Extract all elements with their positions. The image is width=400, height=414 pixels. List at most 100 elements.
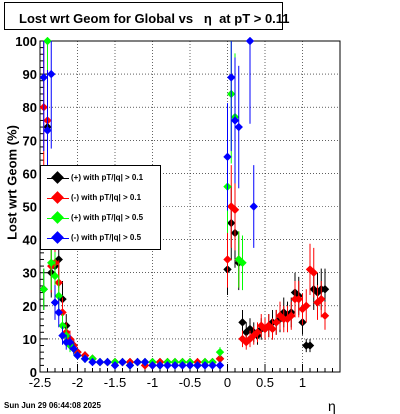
data-point [268,324,277,334]
data-point [125,361,135,370]
data-point [163,361,172,370]
data-point [148,361,157,370]
x-tick-label: 0.5 [256,375,274,390]
data-point [234,122,243,132]
data-point [208,361,217,370]
data-point [309,268,318,277]
data-point [58,331,67,340]
x-tick-label: -2 [72,375,84,390]
data-point [287,311,296,320]
y-tick-label: 20 [23,299,37,314]
data-point [234,255,243,264]
data-point [73,351,82,360]
data-point [47,258,56,267]
x-tick-label: -1 [147,375,159,390]
data-point [118,357,127,367]
data-point [215,347,225,357]
data-point [50,271,60,281]
legend-marker [51,191,64,204]
data-point [317,294,326,304]
data-point [58,321,67,330]
data-point [272,318,281,327]
data-point [43,126,52,135]
data-point [43,37,52,46]
data-point [170,361,180,370]
x-tick-label: 1 [299,375,306,390]
data-point [320,311,330,320]
legend-marker [51,211,64,224]
data-point [54,308,63,317]
legend-label: (+) with pT/|q| > 0.1 [71,173,144,182]
data-point [185,361,195,370]
y-tick-label: 50 [23,200,37,215]
data-point [215,361,225,370]
chart-title-box: Lost wrt Geom for Global vs η at pT > 0.… [4,2,290,30]
y-tick-label: 90 [23,67,37,82]
data-point [253,328,262,337]
x-axis-label: η [328,398,336,414]
data-point [249,202,258,211]
legend-label: (+) with pT/|q| > 0.5 [71,213,144,222]
data-point [133,357,142,367]
data-point [40,285,48,294]
data-point [200,361,210,370]
x-tick-label: -1.5 [104,375,126,390]
data-point [215,354,225,363]
data-point [238,318,247,327]
x-tick-label: 0 [224,375,231,390]
data-point [54,291,63,301]
data-point [227,73,236,82]
data-point [80,354,90,363]
y-tick-label: 100 [15,34,37,49]
data-point [294,294,303,304]
data-point [223,255,232,264]
data-point [69,344,78,354]
data-point [230,205,240,215]
x-tick-label: -0.5 [179,375,201,390]
data-point [238,258,247,267]
legend-label: (-) with pT/|q| > 0.1 [71,193,142,202]
legend-marker [51,171,64,184]
y-tick-label: 30 [23,266,37,281]
data-point [238,334,247,344]
data-point [95,357,105,367]
y-tick-label: 70 [23,133,37,148]
data-point [320,285,330,294]
legend-label: (-) with pT/|q| > 0.5 [71,233,142,242]
legend-item: (+) with pT/|q| > 0.1 [41,168,160,188]
data-point [245,324,255,334]
y-axis-label: Lost wrt Geom (%) [4,125,20,240]
legend: (+) with pT/|q| > 0.1 (-) with pT/|q| > … [40,165,161,250]
data-point [140,357,150,367]
data-point [47,69,56,79]
data-point [178,361,187,370]
data-point [103,357,112,367]
data-point [305,341,315,350]
data-point [65,338,75,347]
y-tick-label: 0 [30,365,37,380]
chart-title: Lost wrt Geom for Global vs η at pT > 0.… [19,11,290,26]
legend-item: (-) with pT/|q| > 0.5 [41,228,160,248]
legend-marker [51,231,64,244]
data-point [155,361,165,370]
data-point [193,361,202,370]
data-point [302,301,311,310]
data-point [50,298,60,307]
data-point [40,73,48,82]
y-tick-label: 40 [23,233,37,248]
data-point [223,152,232,162]
x-tick-label: -2.5 [29,375,51,390]
data-point [227,202,236,211]
y-tick-label: 80 [23,100,37,115]
timestamp-footer: Sun Jun 29 06:44:08 2025 [4,401,101,410]
y-tick-label: 60 [23,166,37,181]
data-point [245,37,255,46]
legend-item: (+) with pT/|q| > 0.5 [41,208,160,228]
legend-item: (-) with pT/|q| > 0.1 [41,188,160,208]
y-tick-label: 10 [23,332,37,347]
data-point [110,361,120,370]
data-point [230,116,240,125]
data-point [88,357,97,367]
data-point [242,328,251,337]
